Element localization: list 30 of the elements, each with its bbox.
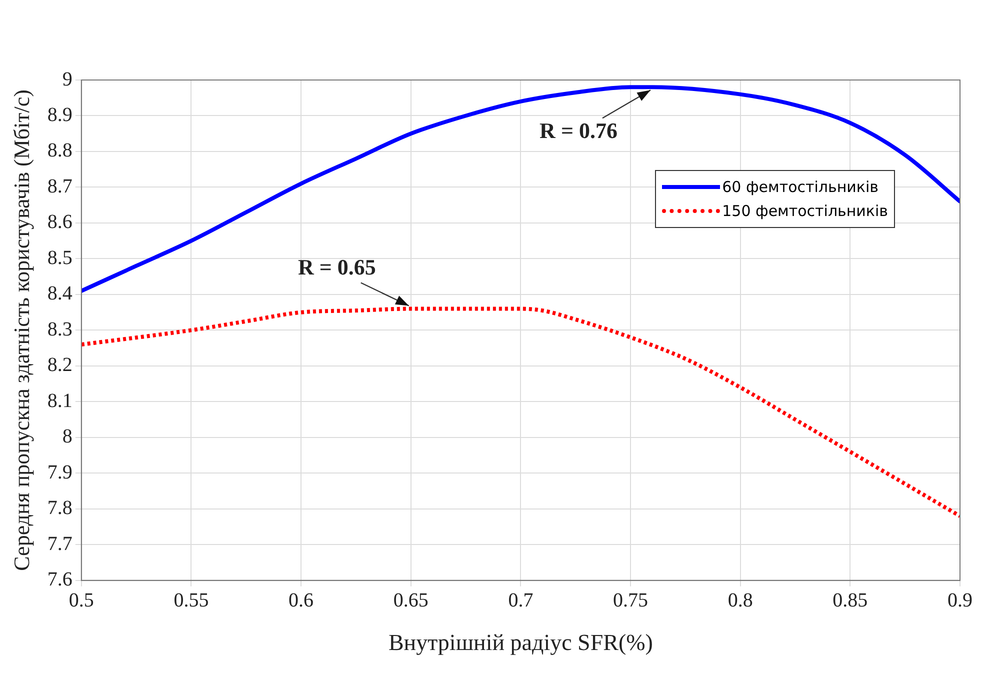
y-tick-label: 7.9	[47, 461, 72, 484]
legend-label: 60 фемтостільників	[722, 178, 878, 196]
x-tick-label: 0.55	[174, 590, 209, 612]
y-tick-label: 8.7	[47, 175, 72, 198]
legend-label: 150 фемтостільників	[722, 202, 888, 220]
x-axis-title: Внутрішній радіус SFR(%)	[388, 630, 653, 656]
x-tick-label: 0.5	[68, 590, 94, 612]
y-tick-label: 8.9	[47, 104, 72, 126]
x-tick-label: 0.85	[832, 590, 868, 612]
y-tick-label: 7.6	[47, 568, 72, 591]
x-tick-label: 0.8	[728, 590, 753, 612]
y-tick-label: 8.3	[47, 318, 72, 340]
y-tick-label: 8.4	[47, 282, 72, 305]
y-tick-label: 8.5	[47, 246, 72, 269]
y-tick-label: 8.1	[47, 390, 72, 412]
annotation: R = 0.76	[540, 118, 618, 143]
y-tick-label: 8	[62, 426, 72, 448]
annotation: R = 0.65	[298, 254, 376, 280]
y-tick-label: 7.7	[47, 532, 72, 555]
x-tick-label: 0.75	[613, 590, 648, 612]
y-tick-label: 7.8	[47, 497, 72, 520]
y-tick-label: 8.2	[47, 354, 72, 376]
y-axis-title: Середня пропускна здатність користувачів (Мбіт/с)	[8, 90, 34, 571]
x-tick-label: 0.65	[393, 590, 428, 612]
x-tick-label: 0.7	[508, 590, 534, 612]
x-tick-label: 0.6	[288, 590, 314, 612]
y-tick-label: 8.6	[47, 211, 72, 234]
y-tick-label: 8.8	[47, 140, 72, 162]
x-tick-label: 0.9	[948, 590, 972, 612]
y-tick-label: 9	[62, 68, 72, 90]
